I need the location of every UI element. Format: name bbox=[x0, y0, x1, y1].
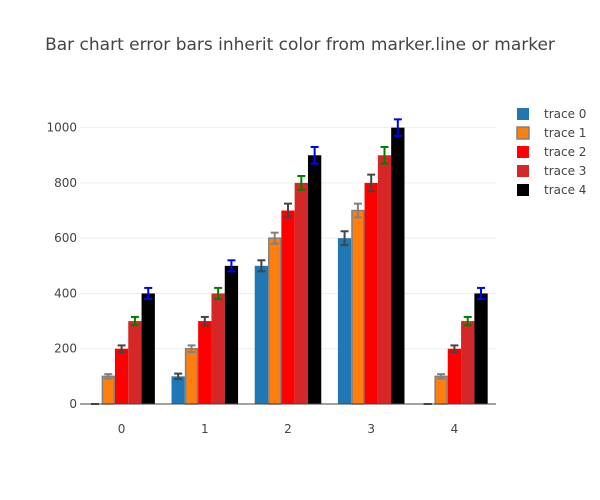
x-tick-label: 3 bbox=[367, 422, 375, 436]
error-bar bbox=[227, 259, 236, 273]
bar bbox=[268, 237, 282, 405]
bar bbox=[211, 293, 225, 404]
legend-item[interactable]: trace 1 bbox=[516, 126, 586, 140]
bar bbox=[391, 127, 405, 405]
y-tick-labels: 0 200 400 600 800 1000 bbox=[46, 121, 77, 411]
error-bar bbox=[367, 173, 376, 193]
error-bar bbox=[270, 231, 279, 245]
bar bbox=[128, 321, 142, 404]
bar bbox=[377, 155, 392, 404]
legend-swatch[interactable] bbox=[517, 184, 529, 196]
legend-item[interactable]: trace 3 bbox=[517, 164, 586, 178]
legend-label[interactable]: trace 1 bbox=[544, 126, 586, 140]
bar bbox=[101, 375, 115, 405]
bar bbox=[434, 375, 448, 405]
error-bar bbox=[174, 372, 183, 381]
error-bar bbox=[130, 315, 139, 327]
bar bbox=[294, 182, 308, 404]
x-tick-label: 0 bbox=[118, 422, 126, 436]
legend-swatch[interactable] bbox=[517, 108, 529, 120]
legend-item[interactable]: trace 0 bbox=[517, 107, 586, 121]
legend-swatch[interactable] bbox=[517, 146, 529, 158]
error-bar bbox=[284, 202, 292, 219]
error-bar bbox=[214, 286, 223, 300]
error-bar bbox=[200, 315, 209, 327]
error-bar bbox=[463, 315, 472, 327]
legend-swatch[interactable] bbox=[517, 165, 529, 177]
bar bbox=[364, 182, 378, 404]
legend[interactable]: trace 0 trace 1 trace 2 trace 3 trace 4 bbox=[516, 107, 586, 197]
bars bbox=[101, 127, 488, 405]
error-bar bbox=[117, 344, 126, 354]
y-tick-label: 0 bbox=[69, 397, 77, 411]
bar bbox=[224, 265, 239, 404]
error-bar bbox=[144, 286, 153, 300]
error-bar bbox=[310, 145, 319, 165]
legend-item[interactable]: trace 4 bbox=[517, 183, 586, 197]
bar bbox=[184, 347, 199, 405]
bar bbox=[307, 155, 322, 404]
error-bar bbox=[477, 286, 486, 300]
y-tick-label: 800 bbox=[54, 176, 77, 190]
y-tick-label: 200 bbox=[54, 342, 77, 356]
bar bbox=[447, 348, 462, 404]
bar bbox=[198, 321, 212, 404]
legend-label[interactable]: trace 4 bbox=[544, 183, 586, 197]
error-bar bbox=[340, 230, 349, 247]
chart-title: Bar chart error bars inherit color from … bbox=[45, 35, 555, 55]
bar bbox=[474, 293, 488, 404]
bar bbox=[281, 210, 295, 404]
legend-label[interactable]: trace 0 bbox=[544, 107, 586, 121]
bar bbox=[461, 321, 475, 404]
y-tick-label: 600 bbox=[54, 231, 77, 245]
legend-swatch[interactable] bbox=[516, 126, 530, 140]
legend-item[interactable]: trace 2 bbox=[517, 145, 586, 159]
bar bbox=[337, 238, 352, 404]
bar bbox=[351, 209, 365, 405]
error-bar bbox=[297, 175, 306, 191]
error-bar bbox=[257, 259, 266, 273]
error-bar bbox=[187, 344, 196, 354]
error-bar bbox=[380, 145, 389, 165]
legend-label[interactable]: trace 3 bbox=[544, 164, 586, 178]
y-tick-label: 1000 bbox=[46, 121, 77, 135]
bar bbox=[114, 348, 129, 404]
error-bar bbox=[450, 344, 459, 354]
y-tick-label: 400 bbox=[54, 286, 77, 300]
x-tick-labels: 0 1 2 3 4 bbox=[118, 422, 458, 436]
error-bar bbox=[393, 118, 402, 137]
error-bar bbox=[437, 373, 446, 380]
legend-label[interactable]: trace 2 bbox=[544, 145, 586, 159]
bar bbox=[141, 293, 155, 404]
x-tick-label: 1 bbox=[201, 422, 209, 436]
x-tick-label: 4 bbox=[451, 422, 459, 436]
error-bar bbox=[104, 373, 113, 380]
bar bbox=[171, 376, 185, 404]
error-bar bbox=[353, 202, 362, 219]
bar bbox=[254, 265, 269, 404]
x-tick-label: 2 bbox=[284, 422, 292, 436]
